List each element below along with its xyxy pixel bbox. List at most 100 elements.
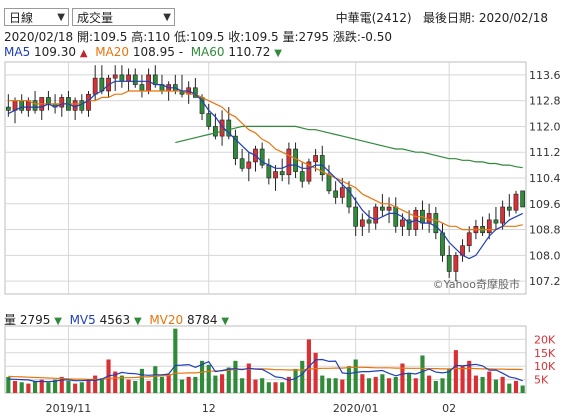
- candle-body: [259, 148, 265, 166]
- candle-body: [92, 77, 98, 95]
- price-tick-label: 107.2: [529, 275, 561, 288]
- volume-bar: [26, 383, 31, 393]
- volume-bar: [153, 366, 158, 393]
- candle-body: [32, 100, 38, 111]
- price-tick-label: 112.0: [529, 120, 561, 133]
- volume-tick-label: 15K: [534, 347, 556, 360]
- volume-bar: [59, 376, 64, 393]
- ma5-line: [8, 80, 523, 260]
- volume-bar: [233, 360, 238, 393]
- candle-body: [293, 148, 298, 172]
- volume-legend: 量 2795 ▼ MV5 4563 ▼ MV20 8784 ▼: [4, 313, 229, 329]
- volume-bar: [133, 380, 138, 393]
- candle-body: [339, 187, 345, 198]
- x-tick-label: 2019/11: [46, 402, 92, 415]
- vol-arrow-icon: ▼: [54, 316, 62, 327]
- volume-bar: [447, 368, 452, 393]
- info-change: 漲跌:-0.50: [332, 30, 392, 44]
- volume-bar: [420, 355, 425, 393]
- period-select[interactable]: 日線 ▼: [4, 8, 69, 26]
- volume-bar: [6, 376, 11, 393]
- candle-body: [132, 74, 138, 85]
- candle-body: [19, 100, 25, 111]
- candle-body: [393, 206, 399, 227]
- info-close: 收:109.5: [228, 30, 279, 44]
- candle-body: [400, 219, 405, 227]
- volume-bar: [366, 378, 372, 393]
- volume-panel-frame: [4, 325, 527, 394]
- volume-bar: [46, 382, 51, 393]
- volume-bar: [73, 383, 78, 393]
- volume-bar: [440, 378, 445, 393]
- candle-body: [152, 74, 158, 85]
- volume-bar: [253, 379, 258, 393]
- volume-bar: [266, 382, 271, 393]
- indicator-select-value: 成交量: [77, 11, 114, 25]
- volume-bar: [193, 376, 198, 393]
- volume-bar: [326, 378, 332, 393]
- dropdown-arrow-icon: ▼: [57, 12, 65, 23]
- volume-bar: [93, 375, 98, 393]
- volume-bar: [206, 364, 211, 393]
- ma5-arrow-icon: ▲: [79, 48, 88, 59]
- volume-bar: [353, 359, 358, 393]
- ma20-line: [8, 90, 523, 231]
- candle-body: [72, 100, 78, 111]
- volume-bar: [86, 379, 91, 393]
- header-stock-info: 中華電(2412) 最後日期: 2020/02/18: [336, 9, 548, 26]
- volume-bar: [273, 382, 278, 393]
- candle-body: [213, 126, 218, 137]
- candle-body: [126, 74, 131, 82]
- candle-body: [139, 84, 145, 92]
- volume-bar: [12, 380, 18, 393]
- candle-body: [306, 161, 312, 182]
- candle-body: [373, 206, 379, 224]
- candle-body: [493, 219, 499, 224]
- volume-bar: [99, 378, 104, 393]
- info-high: 高:110: [131, 30, 171, 44]
- volume-bar: [467, 360, 472, 393]
- candle-body: [266, 164, 272, 179]
- volume-bar: [19, 382, 24, 393]
- candle-body: [286, 148, 292, 176]
- volume-bar: [166, 374, 171, 393]
- volume-bar: [333, 378, 338, 393]
- volume-bar: [386, 378, 392, 393]
- ma20-label: MA20: [95, 45, 130, 59]
- volume-bar: [320, 375, 325, 393]
- info-open: 開:109.5: [77, 30, 128, 44]
- volume-tick-label: 20K: [534, 333, 556, 346]
- volume-bar: [413, 378, 418, 393]
- mv5-line: [8, 358, 523, 383]
- ma60-value: 110.72: [228, 45, 271, 59]
- ma20-value: 108.95: [132, 45, 175, 59]
- mv5-label: MV5: [69, 313, 96, 327]
- volume-bar: [380, 374, 385, 393]
- volume-bar: [393, 376, 398, 393]
- volume-bar: [493, 379, 499, 393]
- price-tick-label: 108.8: [529, 224, 561, 237]
- volume-bar: [500, 376, 505, 393]
- candle-body: [239, 158, 245, 169]
- candle-body: [279, 171, 285, 176]
- volume-tick-label: 5K: [534, 374, 549, 387]
- candle-body: [440, 232, 445, 256]
- candle-body: [506, 206, 512, 211]
- volume-bar: [139, 368, 145, 393]
- ohlc-info: 2020/02/18 開:109.5 高:110 低:109.5 收:109.5…: [4, 30, 392, 44]
- ma60-label: MA60: [190, 45, 225, 59]
- candle-body: [299, 171, 305, 182]
- candle-body: [112, 74, 118, 79]
- volume-bar: [186, 376, 191, 393]
- mv20-value: 8784: [186, 313, 218, 327]
- volume-bar: [460, 366, 465, 393]
- candle-body: [513, 193, 519, 211]
- candle-body: [486, 219, 492, 234]
- candle-body: [406, 219, 412, 230]
- candle-body: [146, 74, 151, 92]
- candle-body: [206, 113, 212, 127]
- price-tick-label: 113.6: [529, 69, 561, 82]
- indicator-select[interactable]: 成交量 ▼: [72, 8, 175, 26]
- candle-body: [119, 74, 125, 82]
